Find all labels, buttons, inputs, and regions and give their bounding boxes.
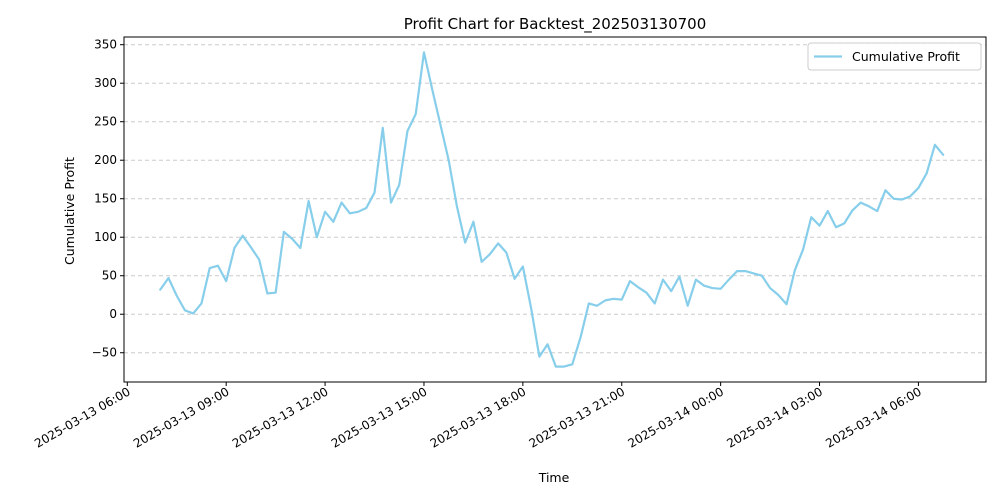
y-gridlines (124, 44, 986, 354)
x-tick-label: 2025-03-14 03:00 (724, 384, 825, 450)
x-tick-label: 2025-03-13 12:00 (230, 384, 331, 450)
legend-box (807, 42, 982, 71)
y-tick-label: 150 (94, 192, 117, 206)
x-tick-label: 2025-03-13 06:00 (32, 384, 133, 450)
x-tick-label: 2025-03-14 00:00 (625, 384, 726, 450)
y-axis-ticks: −50 0 50 100 150 200 250 300 350 (92, 38, 124, 360)
y-tick-label: 250 (94, 115, 117, 129)
legend-label: Cumulative Profit (852, 49, 960, 64)
y-tick-label: 350 (94, 38, 117, 52)
series-line-cumulative-profit (159, 51, 945, 368)
plot-area-frame (123, 36, 987, 383)
chart-title: Profit Chart for Backtest_202503130700 (404, 15, 707, 34)
legend: Cumulative Profit (807, 42, 982, 71)
y-axis-label: Cumulative Profit (62, 157, 77, 265)
y-tick-label: −50 (92, 346, 117, 360)
x-axis-label: Time (538, 470, 570, 485)
y-tick-label: 200 (94, 153, 117, 167)
x-tick-label: 2025-03-13 21:00 (527, 384, 628, 450)
y-tick-label: 50 (102, 269, 117, 283)
y-tick-label: 300 (94, 76, 117, 90)
x-tick-label: 2025-03-14 06:00 (823, 384, 924, 450)
y-tick-label: 100 (94, 230, 117, 244)
y-tick-label: 0 (109, 307, 117, 321)
x-tick-label: 2025-03-13 15:00 (329, 384, 430, 450)
x-tick-label: 2025-03-13 18:00 (428, 384, 529, 450)
x-tick-label: 2025-03-13 09:00 (131, 384, 232, 450)
